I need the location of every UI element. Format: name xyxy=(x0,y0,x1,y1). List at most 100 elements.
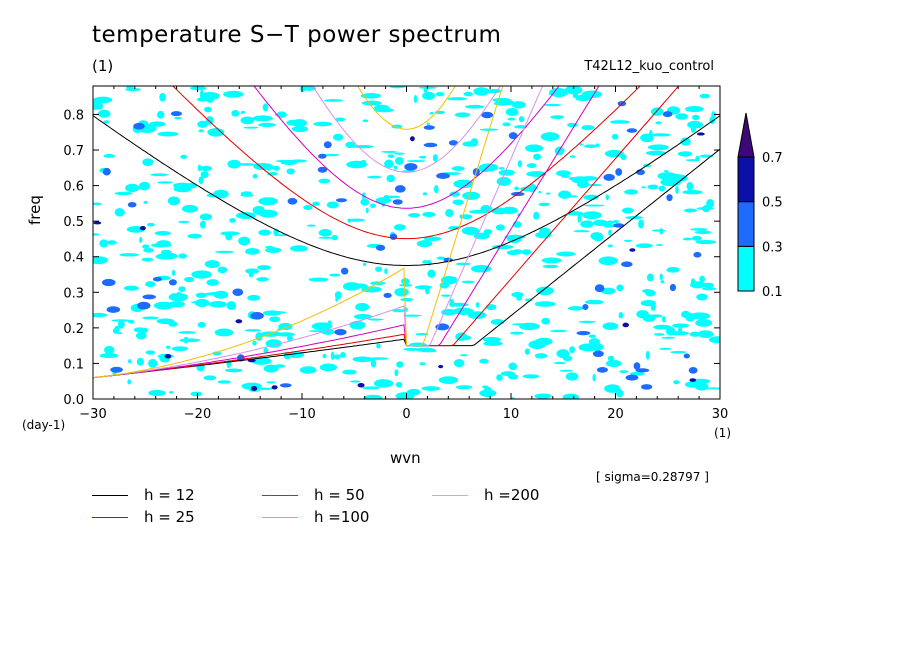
power-patch xyxy=(423,236,441,241)
power-patch xyxy=(422,91,436,100)
power-patch xyxy=(682,189,703,195)
x-tick-label: 10 xyxy=(503,407,520,422)
legend-item-h12: h = 12 xyxy=(92,486,195,504)
power-patch xyxy=(651,229,666,232)
power-patch xyxy=(363,262,367,266)
power-patch xyxy=(699,93,711,99)
power-patch xyxy=(198,176,204,185)
power-patch xyxy=(393,165,398,170)
power-patch xyxy=(99,239,109,248)
power-patch xyxy=(146,222,155,227)
power-patch xyxy=(511,292,524,298)
power-patch xyxy=(429,112,434,115)
power-patch xyxy=(604,384,621,393)
power-patch xyxy=(244,329,262,332)
colorbar-label: 0.3 xyxy=(762,240,783,255)
power-patch xyxy=(365,207,369,214)
power-patch xyxy=(653,333,665,336)
power-patch xyxy=(536,286,554,296)
power-patch xyxy=(178,253,187,259)
power-patch-high xyxy=(696,132,705,136)
power-patch xyxy=(593,219,608,227)
power-patch xyxy=(690,228,708,231)
power-patch xyxy=(422,211,436,218)
power-patch xyxy=(447,97,468,101)
power-patch xyxy=(97,109,111,118)
power-patch xyxy=(604,149,624,158)
power-patch xyxy=(483,229,493,235)
legend-item-h50: h = 50 xyxy=(262,486,365,504)
power-patch xyxy=(275,159,295,163)
power-patch-high xyxy=(357,383,365,388)
power-patch xyxy=(393,224,406,231)
power-patch xyxy=(445,208,454,218)
power-patch-mid xyxy=(110,366,123,373)
power-patch xyxy=(461,226,480,235)
power-patch xyxy=(708,336,720,344)
power-patch xyxy=(556,170,571,177)
legend-label: h =200 xyxy=(484,486,540,504)
power-patch xyxy=(258,229,271,236)
power-patch xyxy=(534,301,556,307)
power-patch xyxy=(245,268,259,274)
power-patch xyxy=(389,86,406,89)
power-patch xyxy=(135,331,147,340)
power-patch xyxy=(148,358,158,368)
power-patch xyxy=(393,152,405,155)
power-patch-mid xyxy=(592,350,604,358)
power-patch xyxy=(159,92,167,102)
power-patch xyxy=(264,245,274,249)
power-patch xyxy=(376,343,381,349)
power-patch xyxy=(111,319,131,322)
power-patch xyxy=(213,290,229,299)
power-patch-high xyxy=(164,353,172,359)
power-patch xyxy=(200,171,209,178)
power-patch xyxy=(526,163,537,168)
power-patch-mid xyxy=(152,277,162,282)
power-patch xyxy=(449,191,461,197)
power-patch xyxy=(334,117,346,122)
power-patch xyxy=(438,376,459,384)
power-patch xyxy=(373,104,390,112)
power-patch xyxy=(419,362,426,366)
power-patch xyxy=(535,337,553,346)
power-patch xyxy=(178,220,190,224)
power-patch xyxy=(225,233,233,241)
power-patch xyxy=(543,103,562,107)
legend-swatch xyxy=(262,494,298,496)
power-patch-high xyxy=(689,378,697,382)
power-patch xyxy=(666,266,680,273)
power-patch xyxy=(287,334,293,342)
power-patch xyxy=(168,320,178,327)
power-patch xyxy=(696,293,708,301)
power-patch xyxy=(498,167,505,170)
power-patch xyxy=(125,183,140,193)
power-patch xyxy=(524,348,530,355)
power-patch xyxy=(384,268,388,275)
power-patch xyxy=(689,331,700,337)
power-patch xyxy=(686,181,694,191)
power-patch xyxy=(518,116,525,123)
power-patch xyxy=(143,248,155,253)
power-patch xyxy=(545,192,551,195)
power-patch xyxy=(198,129,204,133)
power-patch xyxy=(576,180,590,189)
power-patch xyxy=(302,86,317,91)
power-patch xyxy=(205,116,214,125)
power-patch xyxy=(511,249,523,255)
power-patch xyxy=(167,196,181,206)
power-patch xyxy=(127,379,131,385)
power-patch xyxy=(190,391,203,397)
power-patch-mid xyxy=(582,303,589,310)
power-patch-high xyxy=(235,319,243,324)
colorbar-label: 0.5 xyxy=(762,196,783,211)
power-patch xyxy=(492,244,514,250)
power-patch xyxy=(263,347,269,354)
power-patch xyxy=(609,120,630,124)
power-patch xyxy=(269,316,281,323)
power-patch xyxy=(223,90,244,98)
power-patch xyxy=(470,264,492,273)
power-patch xyxy=(93,256,109,265)
power-patch xyxy=(507,117,516,121)
dispersion-curve-kelvin xyxy=(93,86,504,379)
